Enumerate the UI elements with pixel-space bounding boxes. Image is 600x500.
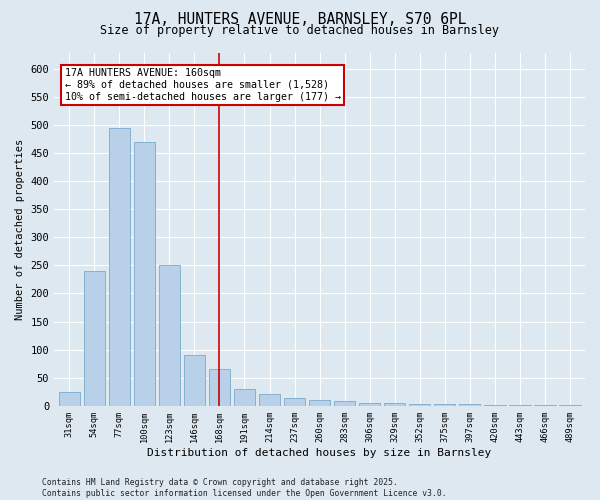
Bar — [334, 401, 355, 406]
Bar — [359, 403, 380, 406]
Bar — [59, 392, 80, 406]
Bar — [284, 398, 305, 406]
Bar — [109, 128, 130, 406]
Bar — [434, 404, 455, 406]
Text: 17A HUNTERS AVENUE: 160sqm
← 89% of detached houses are smaller (1,528)
10% of s: 17A HUNTERS AVENUE: 160sqm ← 89% of deta… — [65, 68, 341, 102]
Bar — [209, 369, 230, 406]
Bar — [159, 266, 180, 406]
Bar — [384, 403, 406, 406]
Bar — [484, 405, 506, 406]
Text: 17A, HUNTERS AVENUE, BARNSLEY, S70 6PL: 17A, HUNTERS AVENUE, BARNSLEY, S70 6PL — [134, 12, 466, 28]
X-axis label: Distribution of detached houses by size in Barnsley: Distribution of detached houses by size … — [148, 448, 492, 458]
Text: Size of property relative to detached houses in Barnsley: Size of property relative to detached ho… — [101, 24, 499, 37]
Text: Contains HM Land Registry data © Crown copyright and database right 2025.
Contai: Contains HM Land Registry data © Crown c… — [42, 478, 446, 498]
Bar — [409, 404, 430, 406]
Bar — [83, 271, 105, 406]
Bar — [309, 400, 330, 406]
Bar — [134, 142, 155, 406]
Bar — [234, 389, 255, 406]
Bar — [534, 405, 556, 406]
Bar — [559, 405, 581, 406]
Bar — [184, 355, 205, 406]
Y-axis label: Number of detached properties: Number of detached properties — [15, 138, 25, 320]
Bar — [509, 405, 530, 406]
Bar — [459, 404, 481, 406]
Bar — [259, 394, 280, 406]
